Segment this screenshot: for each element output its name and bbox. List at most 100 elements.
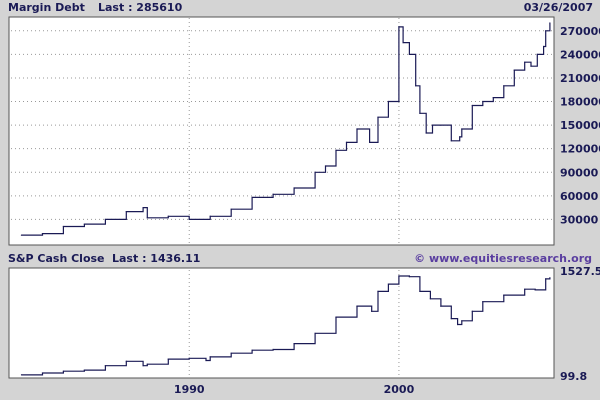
sp-ytick-label: 99.8 <box>560 370 587 383</box>
margin-debt-ytick-label: 240000 <box>560 48 600 61</box>
x-tick-label: 2000 <box>384 383 415 396</box>
margin-debt-data-point <box>431 124 434 126</box>
margin-debt-ytick-label: 120000 <box>560 143 600 156</box>
margin-debt-data-point <box>324 165 327 167</box>
margin-debt-data-point <box>536 53 538 55</box>
margin-debt-ytick-label: 90000 <box>560 166 599 179</box>
margin-debt-panel <box>8 16 555 246</box>
margin-debt-data-point <box>461 128 463 130</box>
margin-debt-header: Margin Debt Last : 285610 03/26/2007 <box>0 0 600 16</box>
margin-debt-data-point <box>293 187 295 189</box>
margin-debt-data-point <box>549 22 551 24</box>
margin-debt-data-point <box>41 232 44 235</box>
margin-debt-data-point <box>20 234 23 236</box>
margin-debt-data-point <box>450 140 452 142</box>
margin-debt-data-point <box>104 218 106 221</box>
margin-debt-data-point <box>524 61 526 63</box>
sp-data-point <box>524 288 526 290</box>
margin-debt-data-point <box>142 207 144 209</box>
margin-debt-data-point <box>482 100 484 103</box>
sp-data-point <box>429 298 431 300</box>
sp-data-point <box>167 358 169 360</box>
sp-panel <box>8 267 555 379</box>
margin-debt-data-point <box>419 112 421 114</box>
sp-data-point <box>408 276 411 278</box>
sp-ytick-label: 1527.5 <box>560 265 600 278</box>
sp-header: S&P Cash Close Last : 1436.11 © www.equi… <box>0 251 600 267</box>
sp-data-point <box>142 365 144 367</box>
sp-data-point <box>377 290 379 293</box>
margin-debt-data-point <box>125 210 127 213</box>
margin-debt-data-point <box>314 171 316 173</box>
sp-data-point <box>371 310 373 312</box>
sp-data-point <box>461 320 463 322</box>
sp-data-point <box>482 301 484 303</box>
sp-data-point <box>534 289 536 291</box>
margin-debt-last: Last : 285610 <box>98 1 183 14</box>
sp-data-point <box>209 356 211 358</box>
sp-data-point <box>205 359 207 362</box>
sp-title: S&P Cash Close <box>8 252 105 265</box>
margin-debt-data-point <box>209 215 211 217</box>
margin-debt-data-point <box>415 85 417 87</box>
margin-debt-ytick-label: 180000 <box>560 96 600 109</box>
sp-data-point <box>549 277 551 279</box>
sp-data-point <box>230 352 232 354</box>
margin-debt-data-point <box>513 69 515 71</box>
sp-data-point <box>457 323 459 326</box>
sp-data-point <box>398 275 400 277</box>
sp-data-point <box>419 290 421 293</box>
sp-data-point <box>293 343 295 345</box>
margin-debt-title: Margin Debt <box>8 1 85 14</box>
margin-debt-data-point <box>545 30 547 32</box>
margin-debt-ytick-label: 60000 <box>560 190 599 203</box>
margin-debt-data-point <box>425 132 427 134</box>
margin-debt-data-point <box>272 193 274 195</box>
margin-debt-data-point <box>251 196 253 199</box>
sp-data-point <box>62 370 65 372</box>
margin-debt-data-point <box>387 100 390 103</box>
margin-debt-data-point <box>377 116 379 118</box>
date-label: 03/26/2007 <box>523 1 593 14</box>
sp-data-point <box>387 283 390 285</box>
sp-data-point <box>83 369 85 371</box>
margin-debt-data-point <box>345 141 348 143</box>
margin-debt-data-point <box>402 41 404 44</box>
margin-debt-data-point <box>83 223 85 225</box>
margin-debt-data-point <box>356 128 358 130</box>
sp-data-point <box>41 372 44 374</box>
margin-debt-ytick-label: 150000 <box>560 119 600 132</box>
sp-data-point <box>440 305 442 307</box>
margin-debt-data-point <box>398 26 400 28</box>
sp-data-point <box>125 360 127 362</box>
sp-data-point <box>272 348 274 351</box>
margin-debt-data-point <box>230 208 232 210</box>
sp-data-point <box>20 374 23 376</box>
margin-debt-data-point <box>62 225 65 228</box>
sp-data-point <box>335 316 337 318</box>
sp-data-point <box>450 318 452 320</box>
margin-debt-ytick-label: 30000 <box>560 213 599 226</box>
sp-data-point <box>545 278 547 280</box>
margin-debt-data-point <box>459 136 461 138</box>
margin-debt-data-point <box>146 217 148 219</box>
sp-data-point <box>503 294 505 296</box>
margin-debt-series-line <box>21 22 551 236</box>
margin-debt-data-point <box>335 149 337 151</box>
margin-debt-data-point <box>167 215 169 217</box>
margin-debt-ytick-label: 270000 <box>560 25 600 38</box>
margin-debt-data-point <box>492 96 494 99</box>
margin-debt-data-point <box>188 218 190 221</box>
sp-data-point <box>471 310 473 312</box>
margin-debt-data-point <box>471 104 473 107</box>
margin-debt-ytick-label: 210000 <box>560 72 600 85</box>
sp-last: Last : 1436.11 <box>112 252 201 265</box>
x-tick-label: 1990 <box>174 383 205 396</box>
margin-debt-data-point <box>440 124 442 126</box>
sp-data-point <box>251 349 253 351</box>
sp-data-point <box>314 332 316 334</box>
credit-link[interactable]: © www.equitiesresearch.org <box>414 252 592 265</box>
sp-data-point <box>356 305 358 307</box>
sp-data-point <box>104 365 106 367</box>
